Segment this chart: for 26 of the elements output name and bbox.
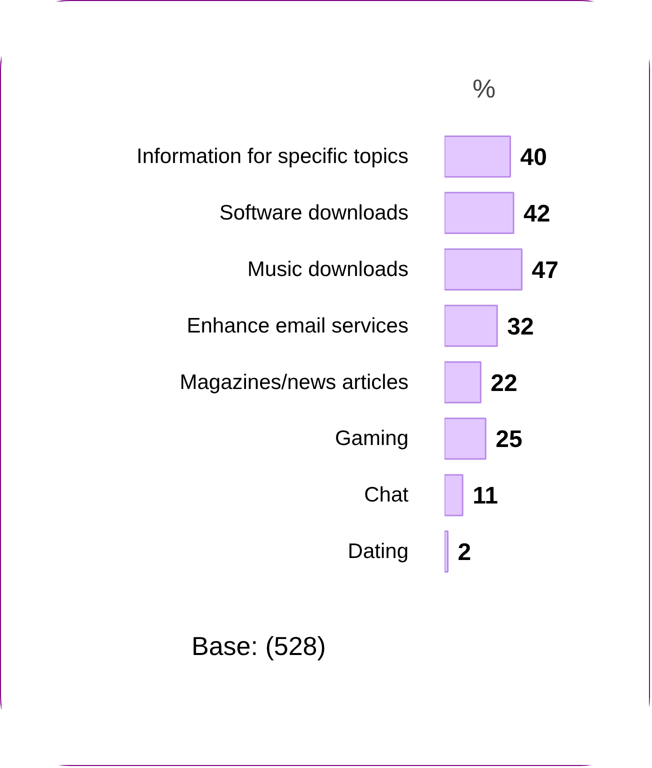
bar	[444, 248, 523, 290]
y-tick-label: Software downloads	[219, 201, 409, 224]
y-tick-label: Information for specific topics	[136, 145, 409, 168]
y-tick-label: Dating	[348, 540, 408, 564]
y-tick-label: Gaming	[334, 427, 408, 450]
bar	[444, 304, 498, 347]
data-label: 47	[532, 256, 558, 284]
y-tick-label: Magazines/news articles	[180, 370, 408, 394]
data-label: 22	[490, 370, 518, 397]
bar	[444, 361, 482, 404]
bar	[444, 418, 486, 460]
chart-title: %	[472, 74, 496, 104]
data-label: 42	[524, 200, 550, 228]
data-label: 11	[472, 482, 498, 510]
bar	[444, 474, 464, 516]
text: Base: (528)	[192, 631, 326, 661]
bar	[444, 135, 511, 178]
y-tick-label: Chat	[364, 484, 409, 507]
data-label: 2	[458, 539, 472, 566]
data-label: 40	[520, 144, 547, 172]
y-tick-label: Enhance email services	[186, 314, 409, 338]
data-label: 32	[507, 313, 534, 340]
bar	[444, 530, 449, 573]
bar	[444, 192, 514, 234]
data-label: 25	[496, 426, 522, 454]
y-tick-label: Music downloads	[247, 258, 409, 281]
